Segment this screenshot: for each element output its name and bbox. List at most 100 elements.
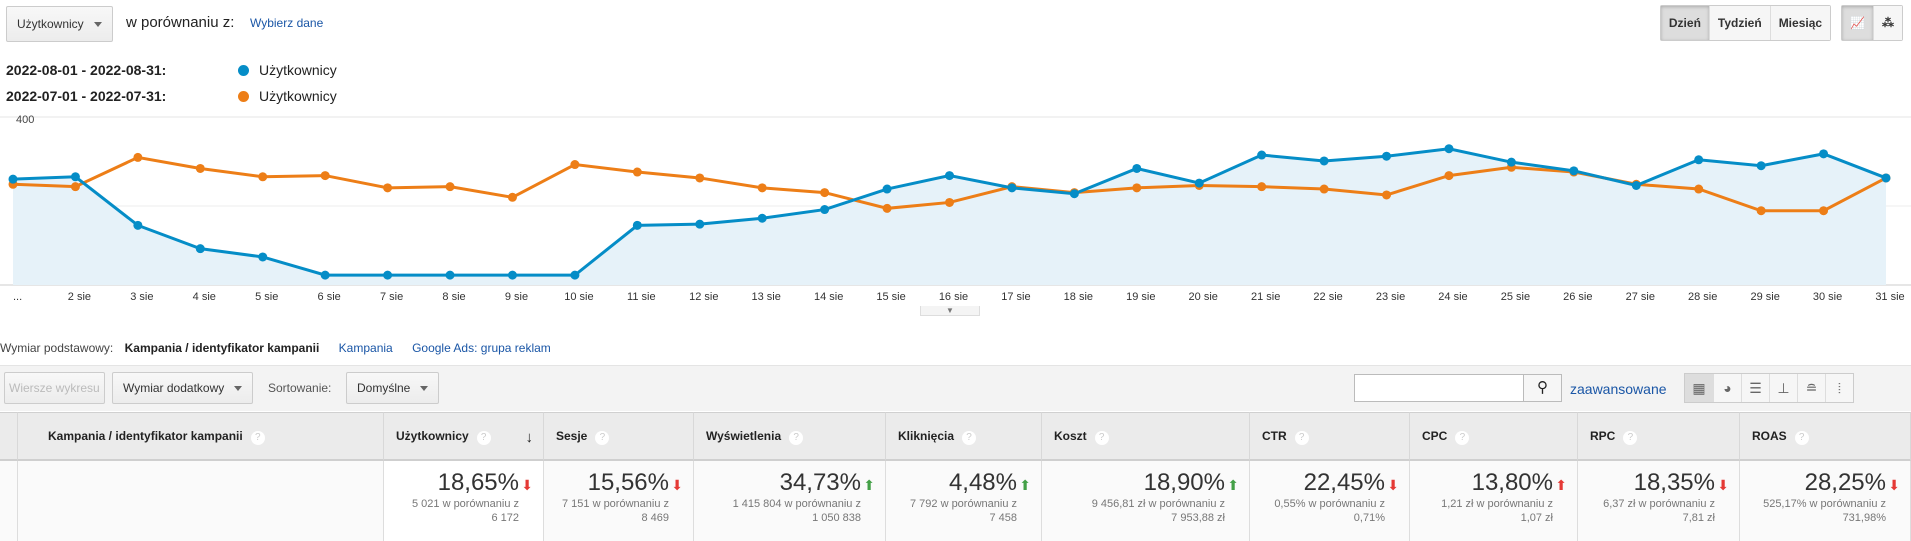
dimension-active: Kampania / identyfikator kampanii [124, 341, 320, 355]
data-point [1132, 183, 1142, 193]
secondary-dimension-select[interactable]: Wymiar dodatkowy [112, 372, 254, 404]
performance-view-icon[interactable]: ☰ [1741, 374, 1769, 402]
comparison-text: 7 151 w porównaniu z [561, 498, 669, 510]
top-right-controls: Dzień Tydzień Miesiąc 📈 ⁂ [1659, 5, 1903, 41]
month-button[interactable]: Miesiąc [1769, 6, 1831, 40]
help-icon[interactable]: ? [789, 431, 804, 445]
collapse-chart-toggle[interactable]: ▼ [920, 306, 980, 316]
dimension-link-adgroup[interactable]: Google Ads: grupa reklam [412, 341, 551, 355]
help-icon[interactable]: ? [476, 431, 491, 445]
comparison-previous: 0,71% [1353, 512, 1385, 524]
data-point [1319, 156, 1329, 166]
x-tick-label: 3 sie [130, 291, 153, 303]
help-icon[interactable]: ? [1094, 431, 1109, 445]
comparison-previous: 7 458 [989, 512, 1017, 524]
data-point [1569, 166, 1579, 176]
x-tick-label: 10 sie [564, 291, 593, 303]
arrow-down-icon: ⬇ [1888, 477, 1900, 493]
comparison-previous: 8 469 [641, 512, 669, 524]
data-point [383, 183, 393, 193]
comparison-view-icon[interactable]: ⊥ [1769, 374, 1797, 402]
metric-select[interactable]: Użytkownicy [6, 6, 113, 42]
help-icon[interactable]: ? [595, 431, 610, 445]
help-icon[interactable]: ? [1294, 431, 1309, 445]
term-cloud-view-icon[interactable]: ≘ [1797, 374, 1825, 402]
header-column[interactable]: Kliknięcia? [886, 412, 1042, 461]
pie-view-icon[interactable]: ◕ [1713, 374, 1741, 402]
data-point [1756, 206, 1766, 216]
help-icon[interactable]: ? [250, 431, 265, 445]
x-tick-label: 31 sie [1875, 291, 1904, 303]
data-point [695, 219, 705, 229]
data-point [507, 270, 517, 280]
data-point [258, 252, 268, 262]
header-column[interactable]: RPC? [1578, 412, 1740, 461]
x-tick-label: 23 sie [1376, 291, 1405, 303]
week-button[interactable]: Tydzień [1708, 6, 1770, 40]
comparison-previous: 7,81 zł [1682, 512, 1715, 524]
data-point [320, 270, 330, 280]
help-icon[interactable]: ? [1794, 431, 1809, 445]
plot-rows-button[interactable]: Wiersze wykresu [4, 372, 105, 404]
header-column[interactable]: Koszt? [1042, 412, 1250, 461]
select-all-checkbox-column[interactable] [0, 412, 18, 461]
header-column[interactable]: Sesje? [544, 412, 694, 461]
data-point [882, 203, 892, 213]
primary-dimension-bar: Wymiar podstawowy: Kampania / identyfika… [0, 341, 551, 355]
data-point [1257, 150, 1267, 160]
dimension-label: Wymiar podstawowy: [0, 341, 114, 355]
x-tick-label: 19 sie [1126, 291, 1155, 303]
x-tick-label: 7 sie [380, 291, 403, 303]
dimension-link-campaign[interactable]: Kampania [338, 341, 393, 355]
data-point [1382, 190, 1392, 200]
data-point [1819, 206, 1829, 216]
header-column[interactable]: ROAS? [1740, 412, 1911, 461]
metric-cell: 18,35% ⬇ 6,37 zł w porównaniu z 7,81 zł [1578, 461, 1740, 541]
data-point [1444, 171, 1454, 181]
x-tick-label: 4 sie [193, 291, 216, 303]
data-point [820, 205, 830, 215]
header-column[interactable]: Użytkownicy? ↓ [384, 412, 544, 461]
line-chart-icon[interactable]: 📈 [1842, 6, 1873, 40]
column-title: Użytkownicy [396, 429, 469, 443]
search-icon[interactable]: ⚲ [1524, 374, 1562, 402]
advanced-filter-link[interactable]: zaawansowane [1570, 381, 1667, 397]
column-title: RPC [1590, 429, 1616, 443]
pivot-view-icon[interactable]: ⦙ [1825, 374, 1853, 402]
metric-cell: 28,25% ⬇ 525,17% w porównaniu z 731,98% [1740, 461, 1911, 541]
help-icon[interactable]: ? [962, 431, 977, 445]
column-title: CPC [1422, 429, 1448, 443]
x-tick-label: 29 sie [1750, 291, 1779, 303]
x-tick-label: 20 sie [1189, 291, 1218, 303]
choose-data-link[interactable]: Wybierz dane [250, 16, 324, 30]
table-search-input[interactable] [1354, 374, 1524, 402]
header-column[interactable]: CTR? [1250, 412, 1410, 461]
header-column[interactable]: Wyświetlenia? [694, 412, 886, 461]
motion-chart-icon[interactable]: ⁂ [1873, 6, 1902, 40]
day-button[interactable]: Dzień [1660, 6, 1709, 40]
metric-cell: 18,65% ⬇ 5 021 w porównaniu z 6 172 [384, 461, 544, 541]
data-point [70, 182, 80, 192]
help-icon[interactable]: ? [1455, 431, 1470, 445]
comparison-text: 525,17% w porównaniu z [1763, 498, 1886, 510]
change-percent: 22,45% [1303, 469, 1385, 496]
column-title: Sesje [556, 429, 588, 443]
secondary-dimension-label: Wymiar dodatkowy [123, 381, 225, 395]
help-icon[interactable]: ? [1623, 431, 1638, 445]
x-tick-label: 6 sie [318, 291, 341, 303]
header-column[interactable]: CPC? [1410, 412, 1578, 461]
header-campaign[interactable]: Kampania / identyfikator kampanii? [18, 412, 384, 461]
column-title: CTR [1262, 429, 1287, 443]
comparison-text: 7 792 w porównaniu z [909, 498, 1017, 510]
data-point [445, 182, 455, 192]
data-point [1881, 173, 1891, 183]
metric-cell: 4,48% ⬆ 7 792 w porównaniu z 7 458 [886, 461, 1042, 541]
table-view-icon[interactable]: ▦ [1685, 374, 1713, 402]
arrow-up-icon: ⬆ [1019, 477, 1031, 493]
data-point [632, 167, 642, 177]
x-tick-label: 11 sie [627, 291, 656, 303]
row-checkbox-cell [0, 461, 18, 541]
sort-label: Sortowanie: [268, 381, 332, 395]
data-point [195, 163, 205, 173]
sort-select[interactable]: Domyślne [346, 372, 440, 404]
